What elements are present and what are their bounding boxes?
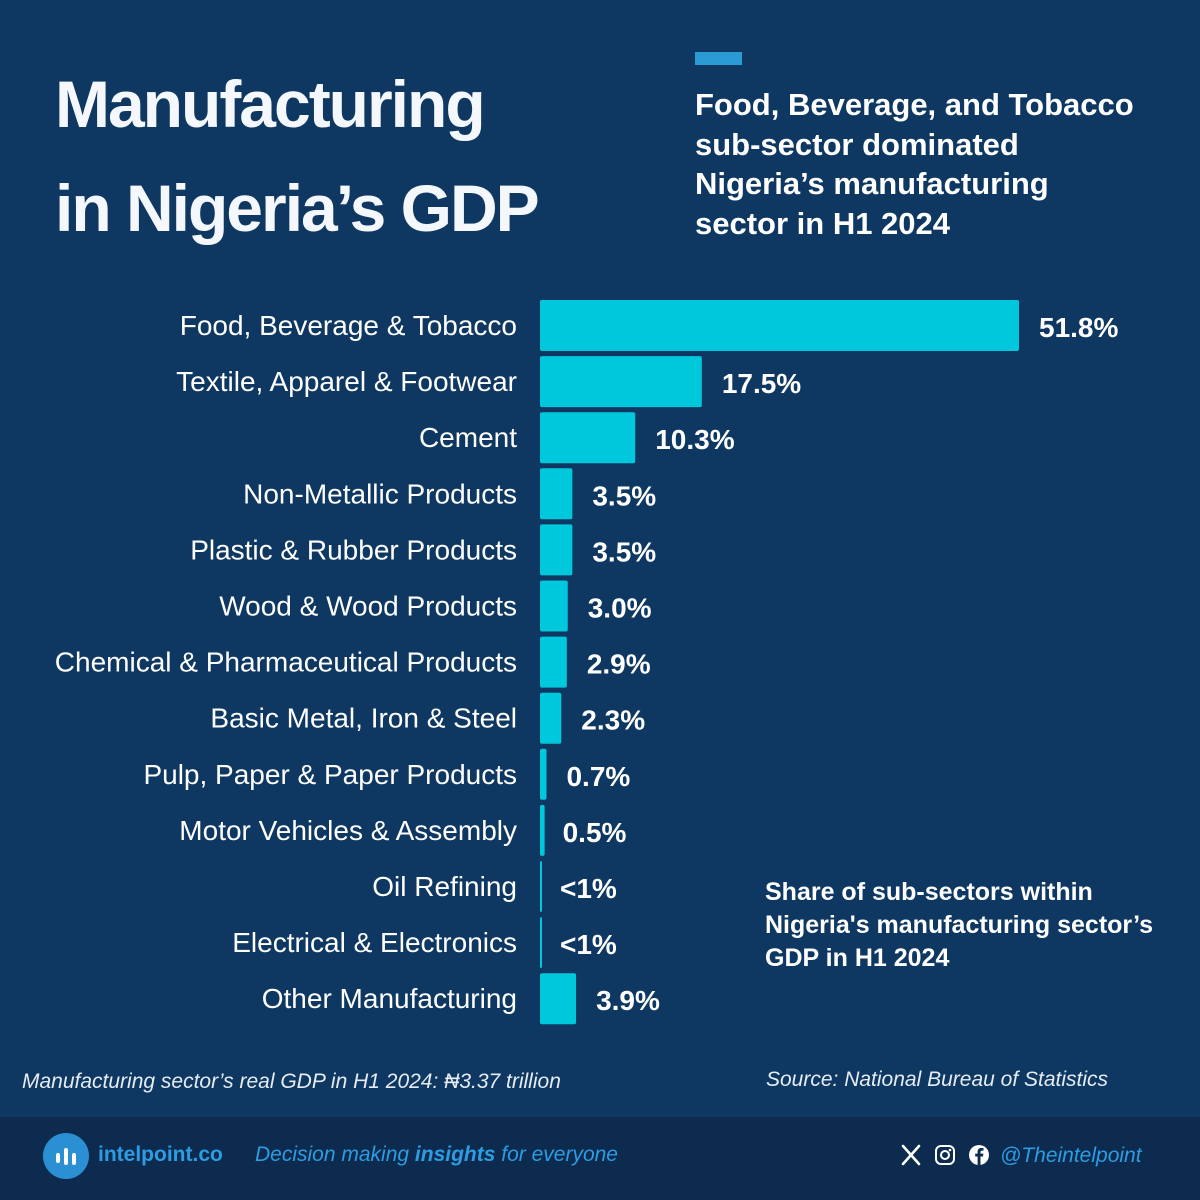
subtitle-line: Nigeria’s manufacturing — [695, 166, 1049, 201]
title-line-2: in Nigeria’s GDP — [55, 171, 540, 245]
value-label: <1% — [560, 929, 617, 960]
brand-link[interactable]: intelpoint.co — [98, 1143, 223, 1166]
bar — [540, 300, 1019, 351]
caption-line: Share of sub-sectors within — [765, 878, 1093, 906]
accent-bar — [695, 52, 742, 65]
facebook-icon[interactable] — [968, 1144, 990, 1166]
subtitle: Food, Beverage, and Tobacco sub-sector d… — [695, 85, 1175, 243]
bar — [540, 917, 542, 969]
value-label: <1% — [560, 873, 617, 904]
subtitle-line: sub-sector dominated — [695, 126, 1019, 162]
category-label: Wood & Wood Products — [219, 591, 517, 622]
page-title: Manufacturing in Nigeria’s GDP — [55, 52, 615, 260]
bar-chart: Food, Beverage & Tobacco 51.8% Textile, Ap… — [55, 300, 1118, 1025]
category-label: Cement — [419, 422, 517, 453]
gdp-note: Manufacturing sector’s real GDP in H1 20… — [22, 1070, 561, 1093]
bar — [540, 356, 702, 408]
bar — [540, 636, 567, 688]
value-label: 51.8% — [1039, 312, 1118, 343]
bar-logo-icon — [56, 1148, 76, 1165]
logo[interactable] — [43, 1133, 89, 1179]
category-label: Chemical & Pharmaceutical Products — [55, 647, 517, 678]
value-label: 2.9% — [587, 649, 651, 680]
category-label: Pulp, Paper & Paper Products — [143, 759, 517, 790]
category-label: Other Manufacturing — [262, 983, 517, 1014]
bar — [540, 692, 562, 744]
bar — [540, 468, 573, 520]
subtitle-line: Food, Beverage, and Tobacco — [695, 87, 1134, 122]
bar — [540, 412, 636, 464]
tagline-end: for everyone — [495, 1143, 618, 1166]
social-handle[interactable]: @Theintelpoint — [1000, 1144, 1142, 1167]
bar — [540, 861, 542, 912]
value-label: 0.5% — [563, 817, 627, 848]
bar — [540, 580, 568, 632]
category-label: Motor Vehicles & Assembly — [179, 815, 517, 846]
category-label: Textile, Apparel & Footwear — [176, 366, 517, 397]
x-icon[interactable] — [900, 1144, 922, 1166]
footer: intelpoint.co Decision making insights f… — [0, 1117, 1200, 1200]
value-label: 3.5% — [592, 536, 656, 567]
caption-line: Nigeria's manufacturing sector’s — [765, 911, 1154, 939]
instagram-icon[interactable] — [934, 1144, 956, 1166]
value-label: 0.7% — [566, 761, 630, 792]
value-label: 10.3% — [655, 424, 734, 455]
tagline: Decision making insights for everyone — [255, 1143, 618, 1167]
category-label: Electrical & Electronics — [232, 927, 517, 958]
caption-line: GDP in H1 2024 — [765, 944, 950, 972]
bar — [540, 748, 547, 800]
value-label: 3.0% — [588, 593, 652, 624]
bar — [540, 973, 577, 1025]
tagline-bold: insights — [414, 1143, 496, 1166]
title-line-1: Manufacturing — [55, 67, 486, 141]
bar — [540, 524, 573, 576]
subtitle-line: sector in H1 2024 — [695, 205, 951, 241]
value-label: 3.9% — [596, 985, 660, 1016]
value-label: 17.5% — [722, 368, 801, 399]
category-label: Basic Metal, Iron & Steel — [210, 703, 517, 734]
category-label: Non-Metallic Products — [243, 478, 517, 509]
source-note: Source: National Bureau of Statistics — [766, 1068, 1109, 1091]
bar — [540, 804, 545, 856]
tagline-start: Decision making — [255, 1143, 415, 1166]
category-label: Plastic & Rubber Products — [190, 534, 517, 565]
category-label: Oil Refining — [372, 871, 517, 902]
value-label: 3.5% — [592, 480, 656, 511]
category-label: Food, Beverage & Tobacco — [180, 310, 517, 341]
value-label: 2.3% — [581, 705, 645, 736]
chart-caption: Share of sub-sectors within Nigeria's ma… — [765, 876, 1185, 975]
